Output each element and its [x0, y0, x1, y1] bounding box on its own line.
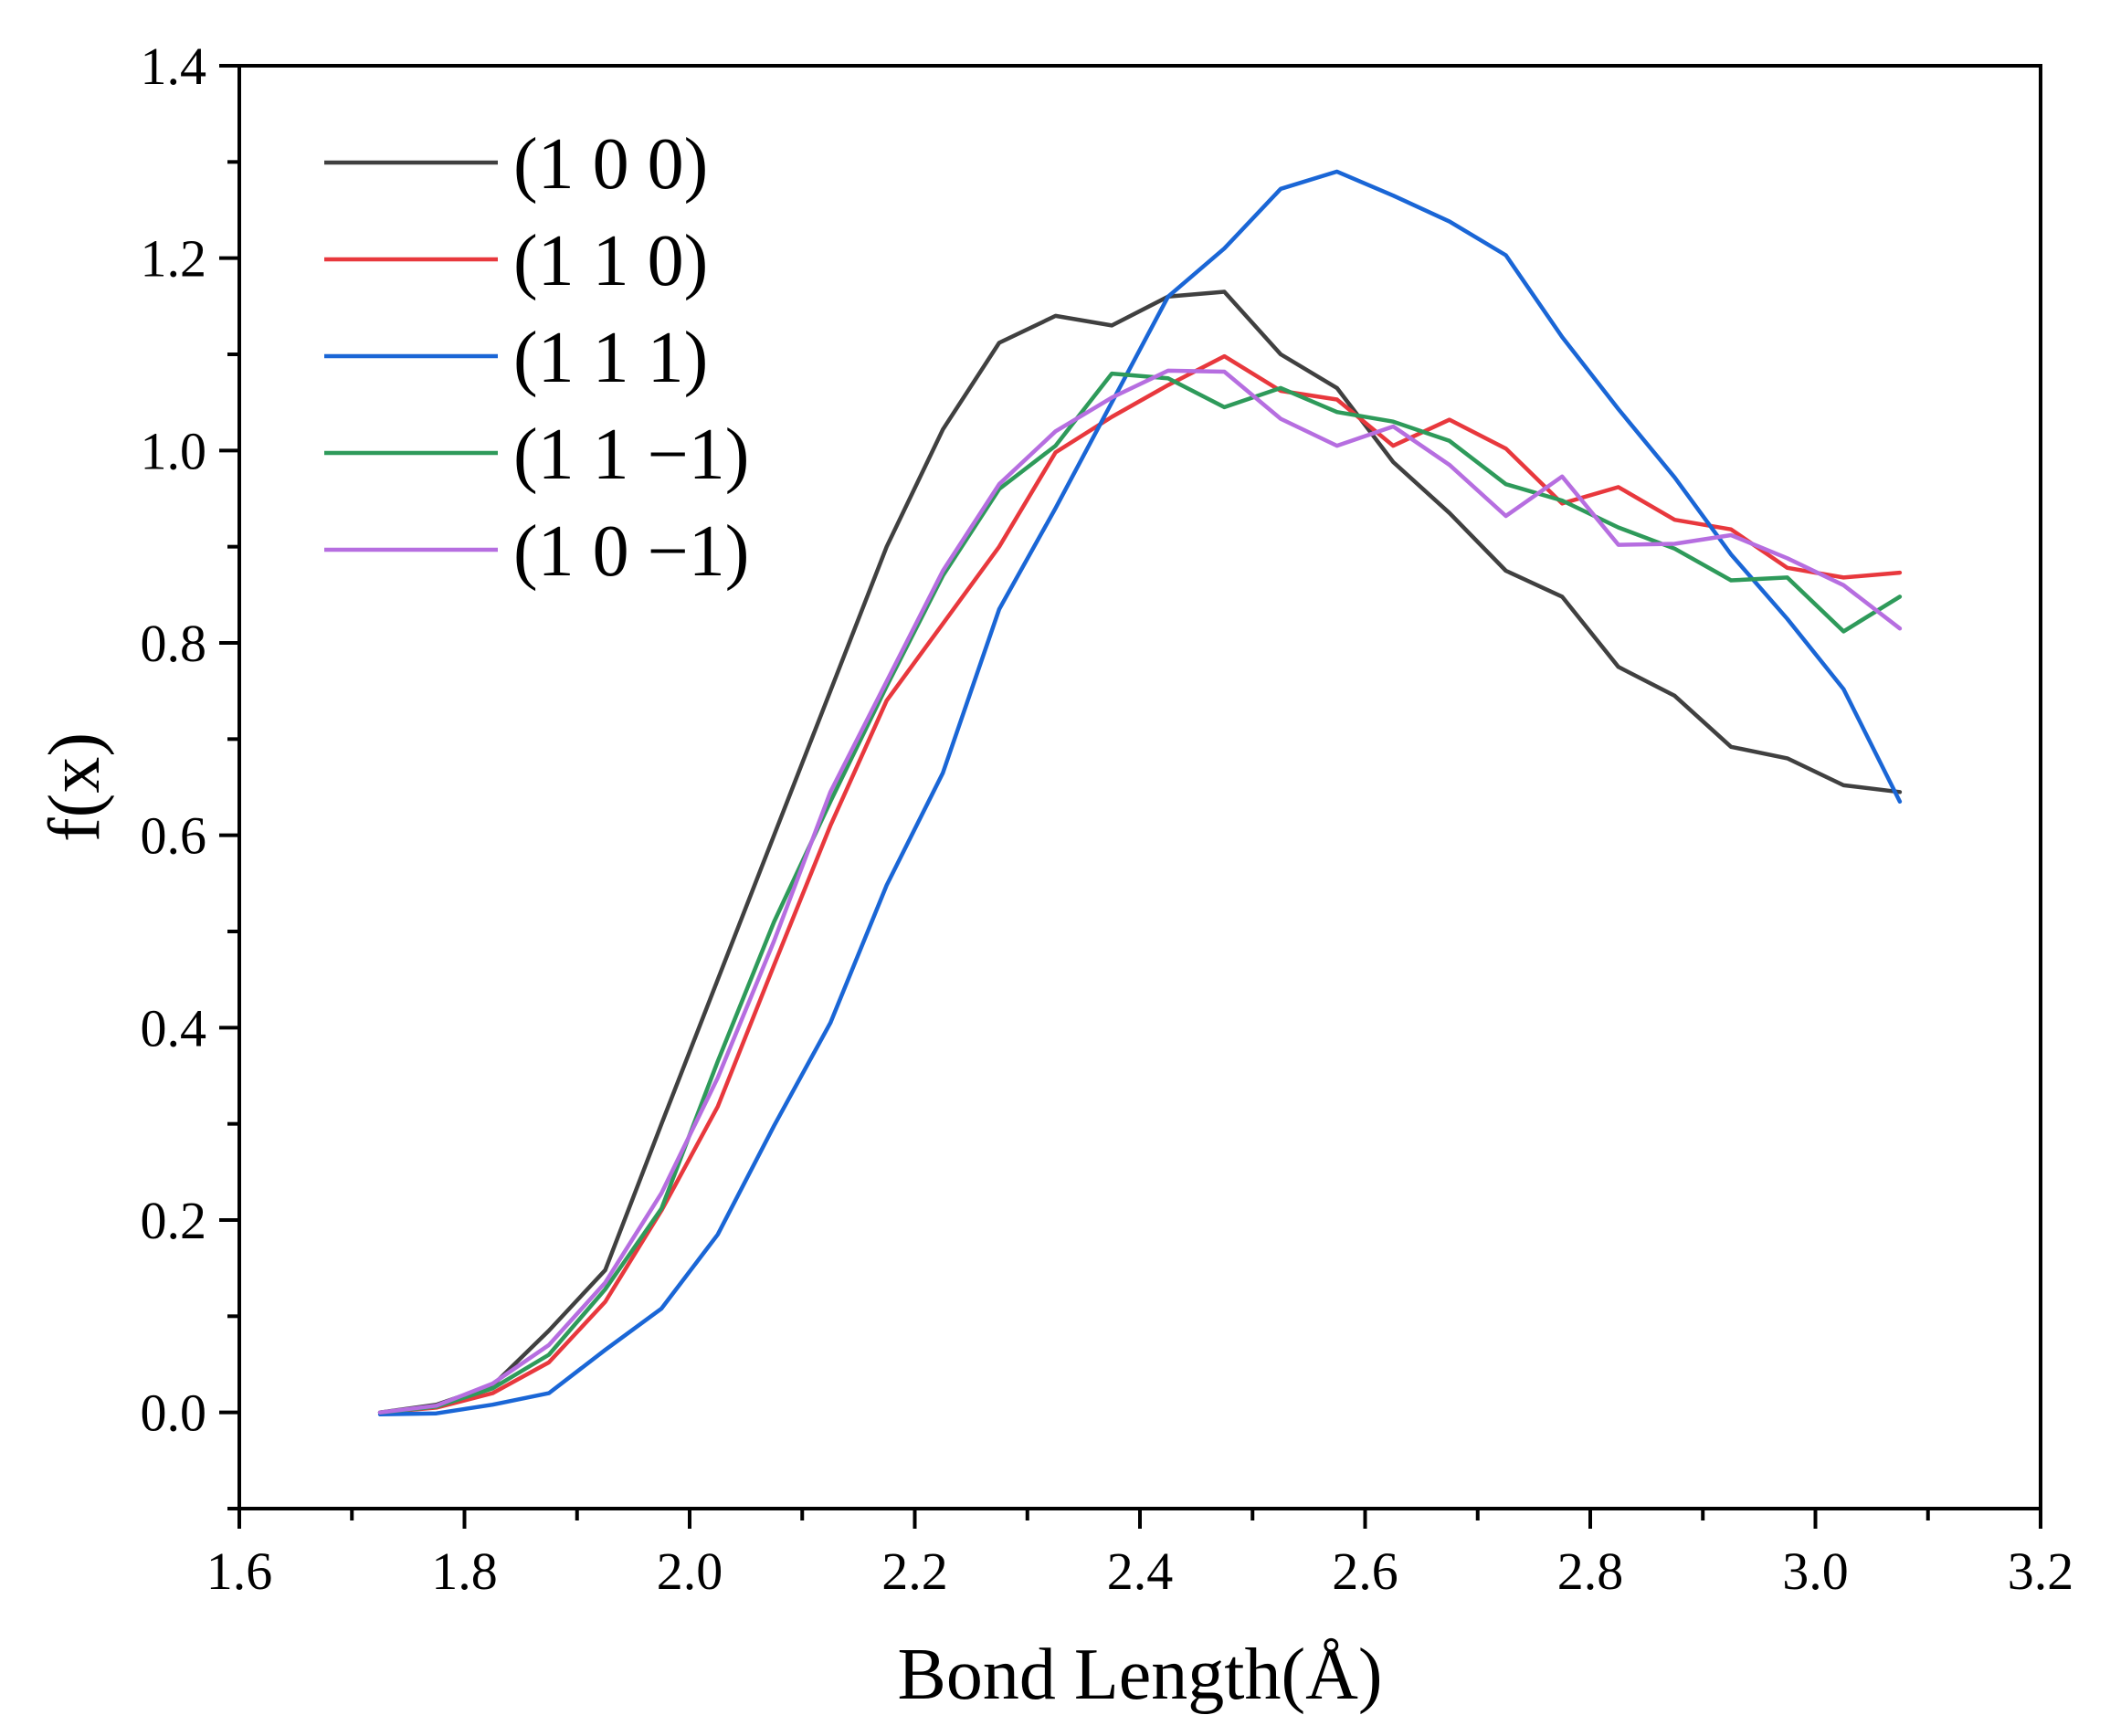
x-tick-label: 2.6 — [1332, 1541, 1398, 1601]
y-tick-label: 0.0 — [141, 1384, 207, 1443]
series-layer — [377, 169, 1903, 1417]
series-line-1 — [377, 289, 1903, 1415]
series-line-4 — [377, 371, 1903, 1415]
legend-label: (1 1 −1) — [513, 415, 749, 495]
series-line-2 — [377, 353, 1903, 1415]
y-axis-title: f(x) — [35, 732, 115, 842]
legend-label: (1 0 −1) — [513, 511, 749, 592]
tick-layer: 1.6 1.8 2.0 2.2 2.4 2.6 2.8 3.0 3.2 0.0 0.2 0.4 0.6 0… — [141, 37, 2074, 1601]
x-tick-label: 1.6 — [206, 1541, 273, 1601]
x-tick-label: 2.4 — [1107, 1541, 1174, 1601]
y-tick-label: 0.4 — [141, 998, 207, 1057]
x-tick-label: 3.2 — [2008, 1541, 2074, 1601]
x-axis-title: Bond Length(Å) — [897, 1635, 1382, 1715]
legend-label: (1 0 0) — [513, 124, 708, 205]
y-tick-label: 1.0 — [141, 421, 207, 480]
x-tick-label: 2.8 — [1557, 1541, 1624, 1601]
legend-label: (1 1 1) — [513, 318, 708, 398]
y-tick-label: 0.8 — [141, 614, 207, 673]
x-tick-label: 2.2 — [881, 1541, 948, 1601]
y-tick-label: 0.2 — [141, 1191, 207, 1250]
y-tick-label: 1.4 — [141, 37, 207, 96]
legend-label: (1 1 0) — [513, 221, 708, 301]
x-tick-label: 3.0 — [1782, 1541, 1849, 1601]
x-tick-label: 2.0 — [657, 1541, 723, 1601]
x-tick-label: 1.8 — [431, 1541, 498, 1601]
y-tick-label: 0.6 — [141, 806, 207, 866]
y-tick-label: 1.2 — [141, 229, 207, 289]
legend: (1 0 0) (1 1 0) (1 1 1) (1 1 −1) (1 0 −1) — [324, 124, 749, 592]
series-line-5 — [377, 368, 1903, 1415]
series-line-3 — [377, 169, 1903, 1417]
